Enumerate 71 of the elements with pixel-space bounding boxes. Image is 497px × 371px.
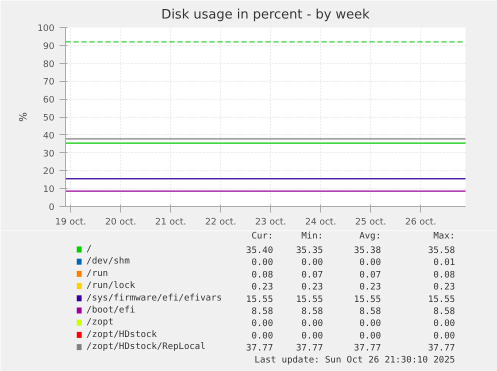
legend-label: /zopt/HDstock/RepLocal bbox=[86, 342, 206, 352]
x-tick-label: 20 oct. bbox=[105, 218, 136, 228]
text: 0.23 bbox=[251, 282, 274, 293]
text: 0.00 bbox=[251, 258, 274, 268]
text: 37.77 bbox=[296, 344, 324, 354]
y-tick-label: 40 bbox=[43, 131, 55, 142]
legend-label: /boot/efi bbox=[86, 306, 136, 316]
text: 0.01 bbox=[433, 258, 456, 268]
text: 0.00 bbox=[251, 319, 274, 330]
text: 0.07 bbox=[359, 270, 382, 280]
y-tick-label: 60 bbox=[43, 96, 55, 106]
chart-title: Disk usage in percent - by week bbox=[161, 8, 370, 22]
text: 0.07 bbox=[301, 270, 324, 280]
text: 8.58 bbox=[359, 307, 382, 317]
text: 0.00 bbox=[359, 319, 382, 330]
text: 8.58 bbox=[251, 307, 274, 317]
y-tick-label: 50 bbox=[43, 114, 55, 124]
text: 37.77 bbox=[354, 344, 381, 354]
text: 15.55 bbox=[246, 294, 274, 305]
text: 0.00 bbox=[301, 331, 324, 342]
text: 15.55 bbox=[296, 294, 324, 305]
text: Max: bbox=[433, 232, 456, 242]
legend-label: /run bbox=[86, 268, 108, 279]
text: 37.77 bbox=[246, 344, 274, 354]
text: 0.23 bbox=[433, 282, 456, 293]
x-tick-label: 23 oct. bbox=[255, 218, 286, 228]
y-tick-label: 90 bbox=[43, 42, 55, 52]
x-tick-label: 26 oct. bbox=[405, 218, 436, 228]
y-tick-label: 20 bbox=[43, 167, 55, 178]
text: 35.58 bbox=[428, 246, 456, 256]
text: 0.00 bbox=[359, 331, 382, 342]
text: 0.00 bbox=[433, 319, 456, 330]
y-tick-label: 80 bbox=[43, 60, 55, 70]
text: Cur: bbox=[251, 232, 274, 242]
legend-label: /run/lock bbox=[86, 281, 136, 292]
text: 15.55 bbox=[428, 294, 456, 305]
x-tick-label: 21 oct. bbox=[155, 218, 186, 228]
legend-label: /zopt bbox=[86, 318, 114, 328]
text: 0.00 bbox=[359, 258, 382, 268]
x-tick-label: 25 oct. bbox=[355, 218, 386, 228]
text: 0.00 bbox=[301, 258, 324, 268]
text: 0.08 bbox=[251, 270, 274, 280]
text: 0.00 bbox=[301, 319, 324, 330]
text: 0.23 bbox=[301, 282, 324, 293]
text: 35.40 bbox=[246, 246, 274, 256]
text: 0.08 bbox=[433, 270, 456, 280]
x-tick-label: 22 oct. bbox=[205, 218, 236, 228]
text: 8.58 bbox=[301, 307, 324, 317]
y-tick-label: 10 bbox=[43, 185, 55, 196]
text: 35.38 bbox=[354, 246, 381, 256]
text: 0.00 bbox=[251, 331, 274, 342]
text: 8.58 bbox=[433, 307, 456, 317]
text: Last update: Sun Oct 26 21:30:10 2025 bbox=[254, 356, 456, 366]
legend-label: /dev/shm bbox=[86, 256, 130, 267]
text: 15.55 bbox=[354, 294, 381, 305]
text: 0.00 bbox=[433, 331, 456, 342]
y-tick-label: 30 bbox=[43, 149, 55, 160]
text: 37.77 bbox=[428, 344, 456, 354]
x-tick-label: 24 oct. bbox=[305, 218, 336, 228]
y-tick-label: 0 bbox=[48, 203, 55, 213]
legend-label: /sys/firmware/efi/efivars bbox=[86, 293, 222, 304]
x-tick-label: 19 oct. bbox=[55, 218, 86, 228]
legend-label: /zopt/HDstock bbox=[86, 330, 158, 340]
y-tick-label: 100 bbox=[37, 24, 55, 34]
text: Avg: bbox=[359, 232, 382, 242]
text: 35.35 bbox=[296, 246, 324, 256]
y-axis-title: % bbox=[18, 112, 30, 122]
text: 0.23 bbox=[359, 282, 382, 293]
y-tick-label: 70 bbox=[43, 78, 55, 88]
legend-label: / bbox=[86, 244, 92, 254]
text: Min: bbox=[301, 232, 324, 242]
